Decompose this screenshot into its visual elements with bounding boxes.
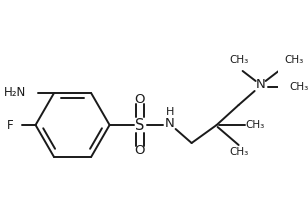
Text: N: N bbox=[165, 117, 174, 129]
Text: CH₃: CH₃ bbox=[285, 55, 304, 65]
Text: CH₃: CH₃ bbox=[245, 120, 265, 130]
Text: N: N bbox=[256, 78, 265, 92]
Text: H: H bbox=[165, 107, 174, 117]
Text: S: S bbox=[135, 118, 144, 132]
Text: O: O bbox=[134, 144, 145, 157]
Text: CH₃: CH₃ bbox=[290, 82, 308, 92]
Text: F: F bbox=[7, 118, 14, 132]
Text: CH₃: CH₃ bbox=[229, 55, 248, 65]
Text: O: O bbox=[134, 94, 145, 106]
Text: H₂N: H₂N bbox=[4, 86, 26, 100]
Text: CH₃: CH₃ bbox=[229, 147, 248, 157]
